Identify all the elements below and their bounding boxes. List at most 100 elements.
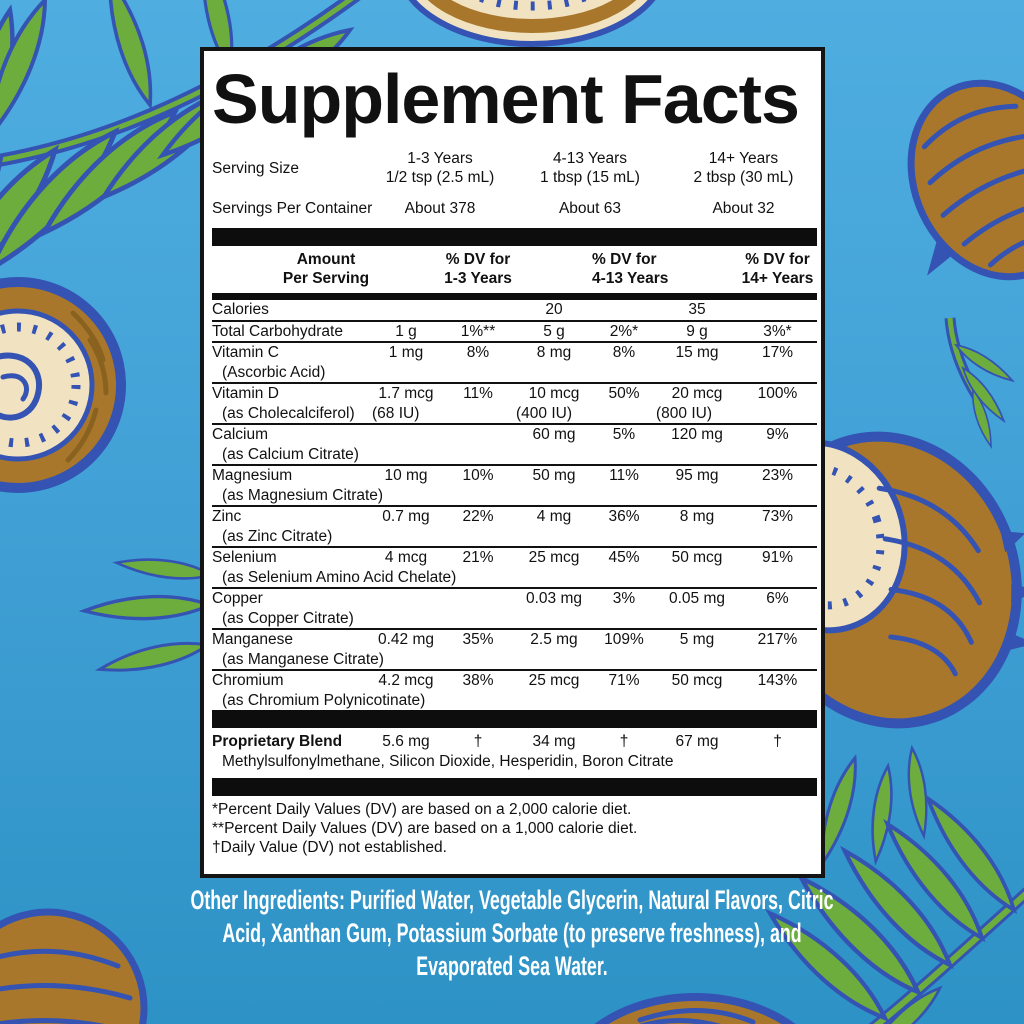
- nutrient-source: (as Selenium Amino Acid Chelate): [222, 568, 457, 586]
- table-row-selenium: Selenium 4 mcg 21% 25 mcg 45% 50 mcg 91%…: [212, 546, 817, 587]
- nutrient-name: Chromium: [212, 672, 284, 689]
- dv-14plus: 217%: [757, 631, 798, 648]
- table-row-calcium: Calcium 60 mg 5% 120 mg 9% (as Calcium C…: [212, 423, 817, 464]
- dv-14plus: †: [773, 733, 782, 750]
- table-row-calories: Calories 20 35: [212, 300, 817, 320]
- table-row-vitamin-c: Vitamin C 1 mg 8% 8 mg 8% 15 mg 17% (Asc…: [212, 341, 817, 382]
- amount-1-3: 0.7 mg: [382, 508, 430, 525]
- divider-bar: [212, 710, 817, 728]
- dv-1-3: 35%: [462, 631, 494, 648]
- nutrient-source: (as Calcium Citrate): [222, 445, 359, 463]
- servings-per-container-row: Servings Per Container About 378 About 6…: [212, 199, 817, 218]
- other-ingredients-line-3: Evaporated Sea Water.: [416, 951, 608, 981]
- iu-14plus: (800 IU): [656, 404, 712, 422]
- table-header: Amount Per Serving % DV for 1-3 Years % …: [212, 251, 817, 288]
- serving-col-1: 1-3 Years 1/2 tsp (2.5 mL): [370, 149, 510, 187]
- amount-4-13: 25 mcg: [528, 549, 580, 566]
- dv-14plus: 17%: [761, 344, 794, 361]
- table-row-manganese: Manganese 0.42 mg 35% 2.5 mg 109% 5 mg 2…: [212, 628, 817, 669]
- nutrient-name: Total Carbohydrate: [212, 322, 343, 340]
- table-row-vitamin-d: Vitamin D 1.7 mcg 11% 10 mcg 50% 20 mcg …: [212, 382, 817, 423]
- table-row-zinc: Zinc 0.7 mg 22% 4 mg 36% 8 mg 73% (as Zi…: [212, 505, 817, 546]
- coconut-bottom-center-icon: [594, 993, 796, 1024]
- amount-1-3: 5.6 mg: [382, 733, 430, 750]
- table-row-proprietary-blend: Proprietary Blend 5.6 mg † 34 mg † 67 mg…: [212, 732, 817, 771]
- label-content: Supplement Facts Serving Size 1-3 Years …: [204, 51, 821, 857]
- dv-14plus: 91%: [761, 549, 794, 566]
- header-amount: Amount Per Serving: [282, 251, 370, 287]
- amount-14plus: 35: [688, 301, 706, 318]
- dv-1-3: [440, 300, 516, 320]
- dv-4-13: 5%: [612, 426, 636, 443]
- amount-4-13: 2.5 mg: [530, 631, 578, 648]
- nutrient-source: (as Cholecalciferol): [222, 404, 355, 422]
- nutrient-source: (Ascorbic Acid): [222, 363, 326, 381]
- dv-1-3: 21%: [462, 549, 494, 566]
- dv-14plus: [738, 300, 817, 320]
- amount-1-3: [372, 425, 440, 445]
- amount-14plus: 67 mg: [675, 733, 719, 750]
- dv-1-3: 8%: [466, 344, 490, 361]
- servings-count-2: About 63: [558, 200, 622, 217]
- dv-4-13: 50%: [608, 385, 640, 402]
- amount-4-13: 34 mg: [532, 733, 576, 750]
- dv-14plus: 73%: [761, 508, 794, 525]
- age-group-3: 14+ Years: [708, 150, 779, 167]
- nutrient-name: Magnesium: [212, 467, 293, 484]
- amount-1-3: 4.2 mcg: [378, 672, 434, 689]
- divider-bar: [212, 778, 817, 796]
- supplement-facts-label: Supplement Facts Serving Size 1-3 Years …: [200, 47, 825, 878]
- serving-col-3: 14+ Years 2 tbsp (30 mL): [670, 149, 817, 187]
- nutrient-source: (as Zinc Citrate): [222, 527, 333, 545]
- serving-size-3: 2 tbsp (30 mL): [693, 169, 794, 186]
- dv-4-13: 71%: [608, 672, 640, 689]
- stem-top-right-icon: [944, 317, 1017, 449]
- amount-14plus: 0.05 mg: [668, 590, 725, 607]
- divider-bar: [212, 228, 817, 246]
- table-row-magnesium: Magnesium 10 mg 10% 50 mg 11% 95 mg 23% …: [212, 464, 817, 505]
- amount-4-13: 5 g: [543, 322, 565, 340]
- palm-frond-bottom-right-icon: [759, 790, 1024, 1024]
- amount-14plus: 50 mcg: [671, 672, 723, 689]
- amount-1-3: 4 mcg: [384, 549, 428, 566]
- iu-1-3: (68 IU): [372, 404, 420, 422]
- label-title: Supplement Facts: [212, 60, 800, 138]
- dv-1-3: [440, 589, 516, 609]
- dv-4-13: 8%: [612, 344, 636, 361]
- dv-4-13: 11%: [609, 467, 639, 484]
- nutrient-name: Calcium: [212, 426, 268, 443]
- header-dv-4-13: % DV for 4-13 Years: [592, 251, 669, 287]
- amount-1-3: 0.42 mg: [377, 631, 434, 648]
- table-row-copper: Copper 0.03 mg 3% 0.05 mg 6% (as Copper …: [212, 587, 817, 628]
- table-row-total-carbohydrate: Total Carbohydrate 1 g 1%** 5 g 2%* 9 g …: [212, 319, 817, 342]
- nutrient-name: Copper: [212, 590, 263, 607]
- coconut-top-right-icon: [907, 79, 1024, 281]
- leaf-sprigs-left-icon: [81, 554, 215, 683]
- amount-1-3: 1.7 mcg: [378, 385, 434, 402]
- footnotes: *Percent Daily Values (DV) are based on …: [212, 800, 817, 857]
- amount-1-3: 1 g: [395, 322, 417, 340]
- age-group-2: 4-13 Years: [552, 150, 628, 167]
- dv-1-3: 22%: [462, 508, 494, 525]
- amount-1-3: [372, 300, 440, 320]
- dv-14plus: 6%: [766, 590, 789, 607]
- dv-1-3: †: [473, 733, 483, 750]
- header-dv-14plus: % DV for 14+ Years: [741, 251, 814, 287]
- nutrient-name: Selenium: [212, 549, 277, 566]
- dv-1-3: 38%: [462, 672, 494, 689]
- amount-14plus: 95 mg: [675, 467, 719, 484]
- other-ingredients-text: Other Ingredients: Purified Water, Veget…: [174, 884, 850, 983]
- iu-4-13: (400 IU): [516, 404, 572, 422]
- palm-frond-top-left-icon: [0, 0, 361, 333]
- serving-size-2: 1 tbsp (15 mL): [540, 169, 640, 186]
- dv-14plus: 143%: [757, 672, 798, 689]
- nutrient-name: Manganese: [212, 631, 294, 648]
- amount-1-3: [372, 589, 440, 609]
- serving-size-row: Serving Size 1-3 Years 1/2 tsp (2.5 mL) …: [212, 149, 817, 187]
- amount-14plus: 15 mg: [675, 344, 719, 361]
- dv-1-3: 10%: [462, 467, 494, 484]
- dv-4-13: 3%: [612, 590, 636, 607]
- nutrient-source: (as Copper Citrate): [222, 609, 354, 627]
- amount-14plus: 9 g: [686, 322, 708, 340]
